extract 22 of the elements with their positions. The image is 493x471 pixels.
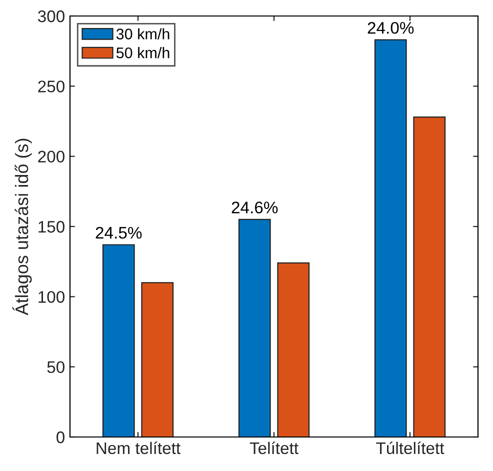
annotation: 24.6% — [232, 202, 278, 214]
y-tick-label: 250 — [38, 80, 64, 92]
y-axis-title: Átlagos utazási idő (s) — [12, 138, 32, 316]
bar — [277, 262, 310, 437]
y-tick-label: 100 — [38, 291, 64, 303]
y-tick-label: 200 — [38, 150, 64, 163]
y-tick-label: 0 — [56, 431, 64, 444]
bar — [374, 39, 407, 437]
bar — [141, 282, 174, 437]
bar — [238, 218, 271, 437]
bar — [102, 244, 135, 437]
annotation: 24.0% — [368, 22, 414, 34]
legend-label: 30 km/h — [116, 28, 170, 40]
legend-label: 50 km/h — [116, 47, 170, 58]
y-tick-label: 50 — [47, 361, 64, 374]
y-tick-label: 300 — [38, 10, 64, 22]
annotation: 24.5% — [96, 226, 142, 239]
y-tick-label: 150 — [38, 220, 64, 233]
x-tick-label: Nem telített — [96, 442, 180, 454]
bar — [413, 116, 446, 437]
x-tick-label: Túltelített — [376, 442, 444, 454]
x-tick-label: Telített — [250, 442, 298, 454]
